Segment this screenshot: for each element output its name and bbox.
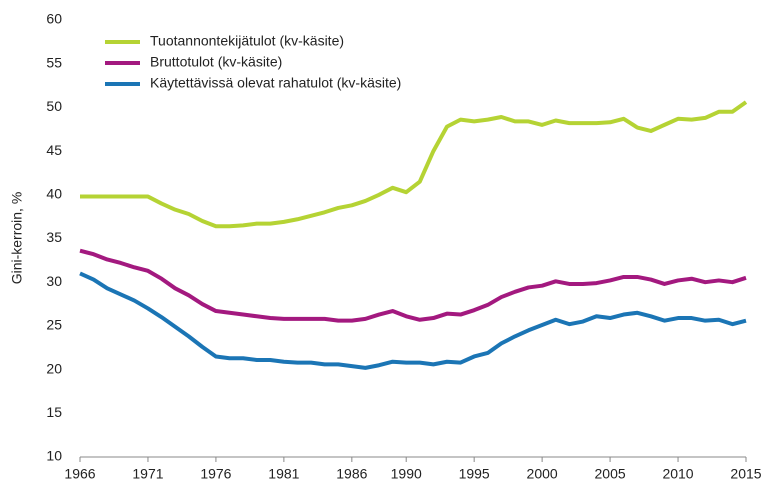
x-tick-label: 2005 (595, 466, 626, 482)
y-tick-label: 30 (46, 273, 62, 289)
series-line (79, 248, 747, 323)
x-tick-label: 1990 (391, 466, 422, 482)
x-tick-label: 1995 (459, 466, 490, 482)
y-tick-label: 35 (46, 229, 62, 245)
y-tick-label: 40 (46, 186, 62, 202)
x-tick-label: 2010 (662, 466, 693, 482)
y-tick-label: 20 (46, 360, 62, 376)
y-tick-label: 25 (46, 317, 62, 333)
y-tick-label: 50 (46, 98, 62, 114)
x-tick-label: 1966 (64, 466, 95, 482)
series-line (80, 100, 748, 229)
y-tick-label: 45 (46, 142, 62, 158)
y-tick-label: 10 (46, 448, 62, 464)
legend-label: Käytettävissä olevat rahatulot (kv-käsit… (150, 75, 401, 91)
y-tick-label: 55 (46, 54, 62, 70)
legend-label: Tuotannontekijätulot (kv-käsite) (150, 33, 344, 49)
x-tick-label: 1981 (268, 466, 299, 482)
x-tick-label: 1971 (132, 466, 163, 482)
x-tick-label: 2000 (527, 466, 558, 482)
y-tick-label: 60 (46, 11, 62, 27)
legend-label: Bruttotulot (kv-käsite) (150, 54, 282, 70)
series-line (79, 271, 747, 370)
y-axis-label: Gini-kerroin, % (9, 192, 25, 285)
x-tick-label: 2015 (730, 466, 761, 482)
y-tick-label: 15 (46, 404, 62, 420)
x-tick-label: 1986 (336, 466, 367, 482)
x-tick-label: 1976 (200, 466, 231, 482)
